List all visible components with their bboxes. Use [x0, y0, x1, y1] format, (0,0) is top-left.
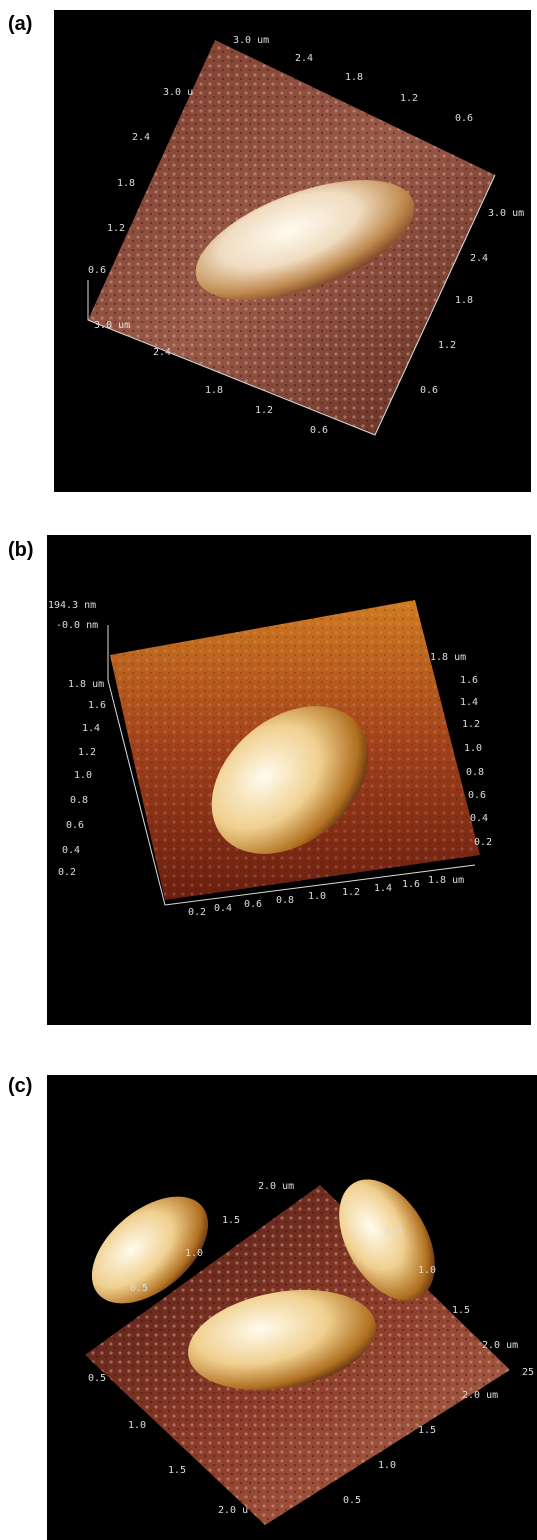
axis-label: 1.8 um	[430, 652, 466, 663]
axis-label: 1.0	[128, 1420, 146, 1431]
axis-label: 1.2	[438, 340, 456, 351]
axis-label: 1.8 um	[428, 875, 464, 886]
axis-label: 1.4	[82, 723, 100, 734]
axis-label: 2.4	[295, 53, 313, 64]
page: (a) 3.0 um 2.4 1.8 1.2 0.6 3.0 u 2.4 1.8 1.2 0.6 3.…	[0, 0, 537, 1540]
axis-label: 0.4	[214, 903, 232, 914]
axis-label: 2.4	[132, 132, 150, 143]
axis-label: 1.0	[74, 770, 92, 781]
axis-label: 0.6	[420, 385, 438, 396]
axis-label: 1.5	[168, 1465, 186, 1476]
axis-label: 1.0	[185, 1248, 203, 1259]
axis-label: 25	[522, 1367, 534, 1378]
axis-label: 1.8 um	[68, 679, 104, 690]
axis-label: 2.0 um	[482, 1340, 518, 1351]
axis-label: 1.2	[78, 747, 96, 758]
axis-label: 3.0 um	[488, 208, 524, 219]
axis-label: 194.3 nm	[48, 600, 96, 611]
axis-label: 0.8	[276, 895, 294, 906]
figure: (a) 3.0 um 2.4 1.8 1.2 0.6 3.0 u 2.4 1.8 1.2 0.6 3.…	[0, 0, 537, 1540]
axis-label: 1.2	[400, 93, 418, 104]
axis-label: 0.5	[130, 1283, 148, 1294]
axis-label: 1.2	[462, 719, 480, 730]
axis-label: 1.6	[88, 700, 106, 711]
axis-label: 1.5	[418, 1425, 436, 1436]
axis-label: 1.2	[342, 887, 360, 898]
axis-label: 3.0 um	[94, 320, 130, 331]
axis-label: 0.2	[188, 907, 206, 918]
axis-label: 0.4	[470, 813, 488, 824]
axis-label: 1.5	[452, 1305, 470, 1316]
axis-label: 1.6	[460, 675, 478, 686]
axis-label: 0.4	[62, 845, 80, 856]
axis-label: 1.2	[255, 405, 273, 416]
panel-label: (b)	[8, 539, 34, 561]
axis-label: 0.2	[58, 867, 76, 878]
axis-label: 2.4	[470, 253, 488, 264]
axis-label: 2.0 um	[462, 1390, 498, 1401]
axis-label: 0.6	[310, 425, 328, 436]
axis-label: 0.5	[88, 1373, 106, 1384]
axis-label: 1.0	[418, 1265, 436, 1276]
axis-label: 0.6	[66, 820, 84, 831]
axis-label: 2.4	[153, 347, 171, 358]
axis-label: 1.8	[455, 295, 473, 306]
axis-label: 1.8	[205, 385, 223, 396]
panel-label: (a)	[8, 13, 32, 35]
axis-label: 0.6	[455, 113, 473, 124]
axis-label: 1.4	[460, 697, 478, 708]
axis-label: 0.6	[244, 899, 262, 910]
axis-label: 3.0 u	[163, 87, 193, 98]
axis-label: 0.6	[468, 790, 486, 801]
axis-label: 2.0 um	[258, 1181, 294, 1192]
axis-label: 0.5	[385, 1227, 403, 1238]
axis-label: 1.0	[308, 891, 326, 902]
axis-label: 0.6	[88, 265, 106, 276]
axis-label: 3.0 um	[233, 35, 269, 46]
panel-b	[47, 535, 531, 1025]
axis-label: 1.8	[345, 72, 363, 83]
axis-label: -0.0 nm	[56, 620, 98, 631]
panel-a	[54, 10, 531, 492]
axis-label: 0.8	[70, 795, 88, 806]
axis-label: 1.6	[402, 879, 420, 890]
axis-label: 1.0	[464, 743, 482, 754]
axis-label: 0.8	[466, 767, 484, 778]
axis-label: 2.0 u	[218, 1505, 248, 1516]
axis-label: 1.5	[222, 1215, 240, 1226]
axis-label: 1.0	[378, 1460, 396, 1471]
axis-label: 0.5	[343, 1495, 361, 1506]
axis-label: 1.2	[107, 223, 125, 234]
axis-label: 0.2	[474, 837, 492, 848]
axis-label: 1.4	[374, 883, 392, 894]
axis-label: 1.8	[117, 178, 135, 189]
panel-label: (c)	[8, 1075, 32, 1097]
